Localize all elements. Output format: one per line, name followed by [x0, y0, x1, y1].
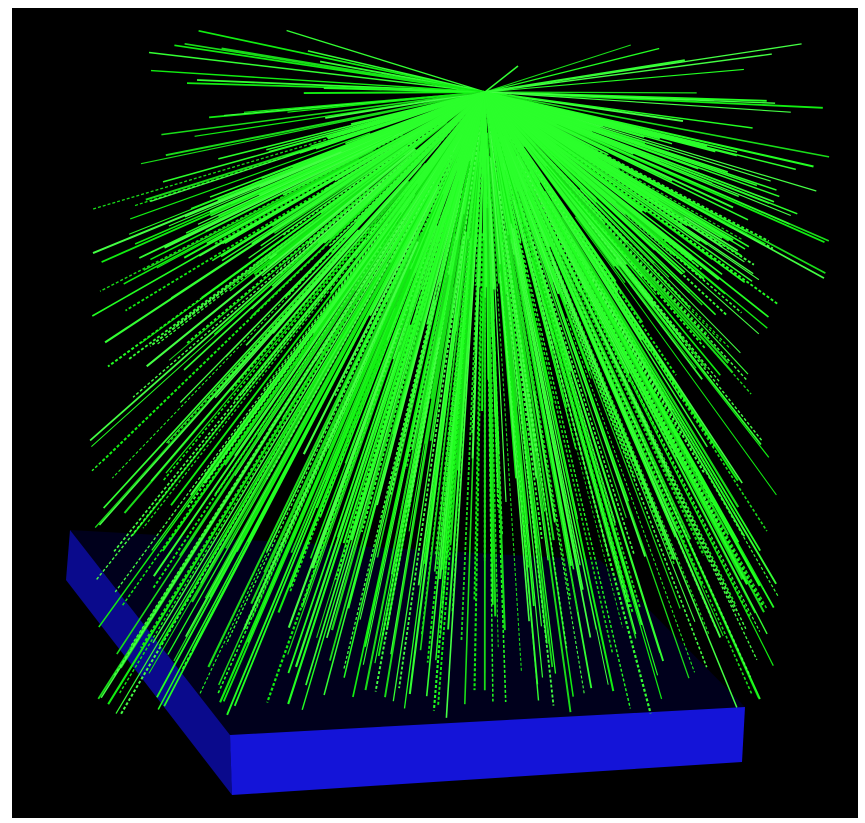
- render-view: [0, 0, 865, 823]
- page: (() => { const data = JSON.parse(documen…: [0, 0, 865, 823]
